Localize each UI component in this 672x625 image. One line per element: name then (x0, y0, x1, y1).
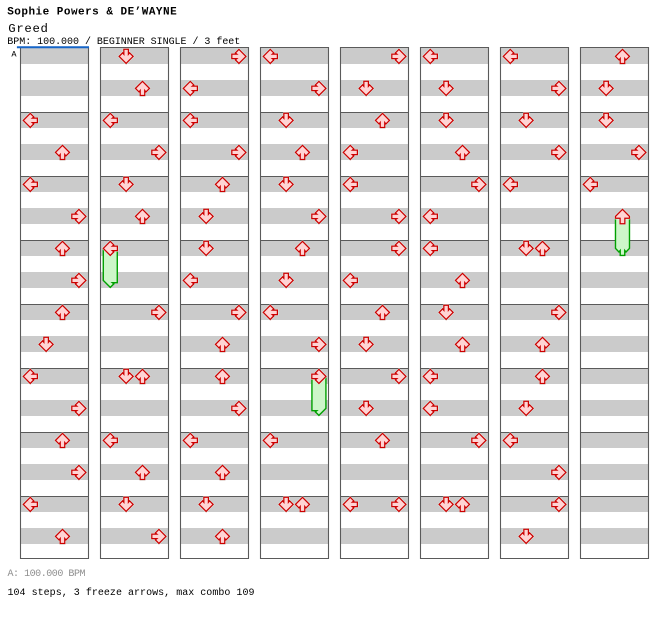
svg-text:A: A (11, 50, 17, 60)
svg-text:A: 100.000 BPM: A: 100.000 BPM (8, 569, 86, 580)
svg-text:Greed: Greed (8, 22, 48, 36)
svg-text:BPM: 100.000 / BEGINNER SINGLE: BPM: 100.000 / BEGINNER SINGLE / 3 feet (7, 36, 240, 48)
svg-text:Sophie Powers & DE’WAYNE: Sophie Powers & DE’WAYNE (7, 7, 177, 19)
svg-text:104 steps, 3 freeze arrows, ma: 104 steps, 3 freeze arrows, max combo 10… (8, 587, 255, 599)
